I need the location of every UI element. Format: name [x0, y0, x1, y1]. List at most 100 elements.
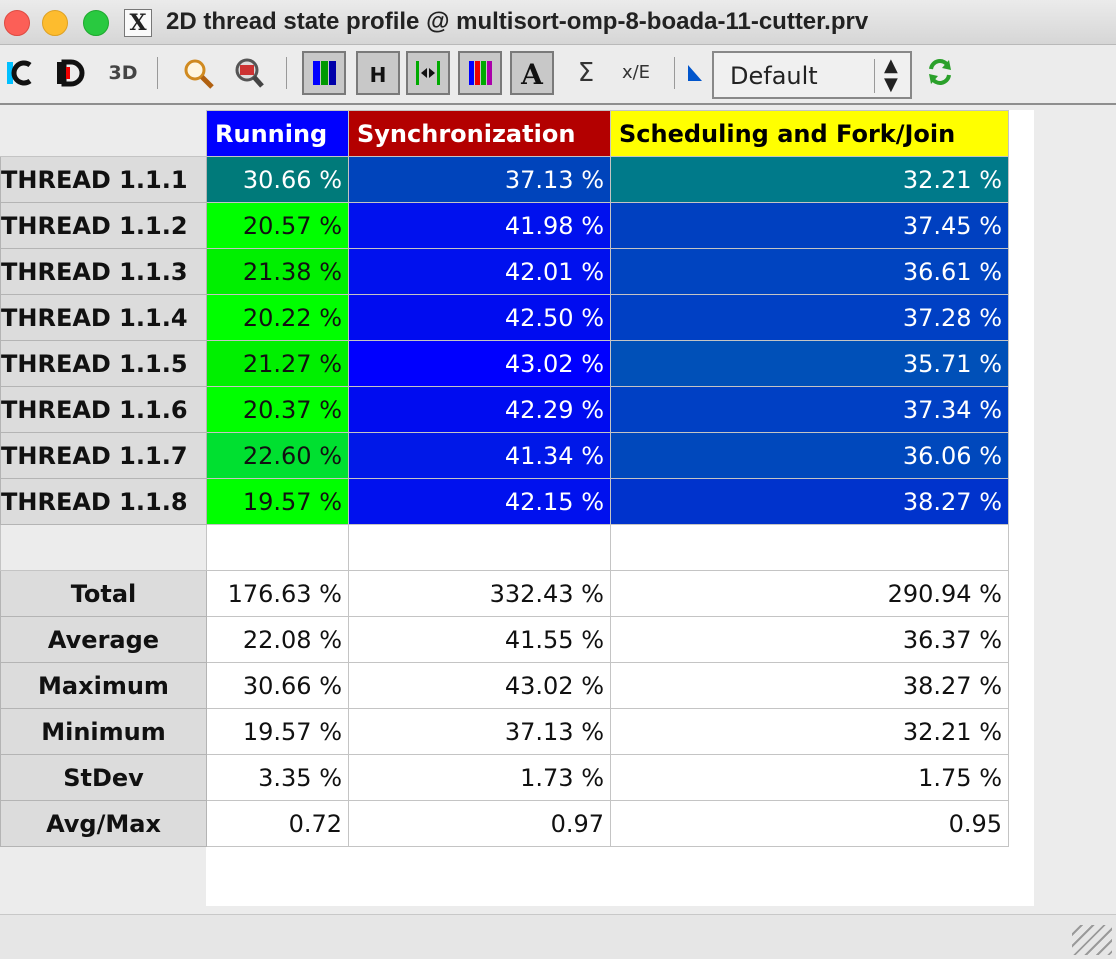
up-down-arrows-icon: ▲ ▼	[884, 55, 898, 95]
table-row[interactable]: THREAD 1.1.1 30.66 % 37.13 % 32.21 %	[0, 156, 1009, 203]
cell-value[interactable]: 21.27 %	[206, 340, 349, 387]
close-button[interactable]	[4, 10, 30, 36]
x11-app-icon: X	[124, 9, 152, 37]
semantic-selector[interactable]: Default ▲ ▼	[712, 51, 912, 99]
table-row[interactable]: THREAD 1.1.4 20.22 % 42.50 % 37.28 %	[0, 294, 1009, 341]
cell-value[interactable]: 41.34 %	[348, 432, 611, 479]
table-row[interactable]: THREAD 1.1.5 21.27 % 43.02 % 35.71 %	[0, 340, 1009, 387]
stat-value: 43.02 %	[348, 662, 611, 709]
open-control-icon[interactable]	[0, 51, 38, 95]
stat-label: Minimum	[0, 708, 207, 755]
cell-value[interactable]: 36.06 %	[610, 432, 1009, 479]
open-3d-icon[interactable]: 3D	[108, 62, 138, 84]
stats-row: Avg/Max 0.72 0.97 0.95	[0, 800, 1009, 847]
minimize-button[interactable]	[42, 10, 68, 36]
column-header-running[interactable]: Running	[206, 110, 349, 157]
sum-icon[interactable]: Σ	[577, 58, 595, 88]
cell-value[interactable]: 20.37 %	[206, 386, 349, 433]
sort-icon[interactable]	[676, 51, 712, 95]
refresh-icon[interactable]	[918, 51, 962, 95]
spacer-cell	[610, 524, 1009, 571]
stat-value: 176.63 %	[206, 570, 349, 617]
stat-value: 37.13 %	[348, 708, 611, 755]
cell-value[interactable]: 35.71 %	[610, 340, 1009, 387]
spacer-row	[0, 524, 1009, 571]
spacer-cell	[206, 524, 349, 571]
stat-value: 0.72	[206, 800, 349, 847]
stats-row: StDev 3.35 % 1.73 % 1.75 %	[0, 754, 1009, 801]
stats-row: Minimum 19.57 % 37.13 % 32.21 %	[0, 708, 1009, 755]
cell-value[interactable]: 30.66 %	[206, 156, 349, 203]
cell-value[interactable]: 37.13 %	[348, 156, 611, 203]
column-header-scheduling[interactable]: Scheduling and Fork/Join	[610, 110, 1009, 157]
stat-label: StDev	[0, 754, 207, 801]
stat-value: 19.57 %	[206, 708, 349, 755]
cell-value[interactable]: 42.15 %	[348, 478, 611, 525]
table-corner	[0, 110, 207, 157]
stat-value: 332.43 %	[348, 570, 611, 617]
stat-value: 32.21 %	[610, 708, 1009, 755]
stat-value: 0.95	[610, 800, 1009, 847]
column-header-synchronization[interactable]: Synchronization	[348, 110, 611, 157]
profile-table: Running Synchronization Scheduling and F…	[0, 110, 1009, 847]
thread-label: THREAD 1.1.4	[0, 294, 207, 341]
stat-value: 22.08 %	[206, 616, 349, 663]
cell-value[interactable]: 38.27 %	[610, 478, 1009, 525]
toolbar-separator	[674, 57, 675, 89]
thread-label: THREAD 1.1.5	[0, 340, 207, 387]
cell-value[interactable]: 37.34 %	[610, 386, 1009, 433]
label-icon[interactable]: A	[510, 51, 554, 95]
cell-value[interactable]: 37.28 %	[610, 294, 1009, 341]
fraction-icon[interactable]: x/E	[621, 62, 651, 83]
cell-value[interactable]: 42.01 %	[348, 248, 611, 295]
status-area	[0, 914, 1116, 959]
spacer-label	[0, 524, 207, 571]
cell-value[interactable]: 42.50 %	[348, 294, 611, 341]
maximize-button[interactable]	[83, 10, 109, 36]
stat-label: Average	[0, 616, 207, 663]
thread-label: THREAD 1.1.6	[0, 386, 207, 433]
cell-value[interactable]: 42.29 %	[348, 386, 611, 433]
toolbar: 3D H A Σ x/E Default ▲ ▼	[0, 45, 1116, 105]
cell-value[interactable]: 43.02 %	[348, 340, 611, 387]
stat-value: 1.75 %	[610, 754, 1009, 801]
stat-value: 290.94 %	[610, 570, 1009, 617]
cell-value[interactable]: 21.38 %	[206, 248, 349, 295]
stats-row: Total 176.63 % 332.43 % 290.94 %	[0, 570, 1009, 617]
thread-label: THREAD 1.1.3	[0, 248, 207, 295]
cell-value[interactable]: 20.22 %	[206, 294, 349, 341]
table-row[interactable]: THREAD 1.1.6 20.37 % 42.29 % 37.34 %	[0, 386, 1009, 433]
stat-value: 3.35 %	[206, 754, 349, 801]
thread-label: THREAD 1.1.7	[0, 432, 207, 479]
hide-empty-icon[interactable]	[406, 51, 450, 95]
spacer-cell	[348, 524, 611, 571]
table-row[interactable]: THREAD 1.1.2 20.57 % 41.98 % 37.45 %	[0, 202, 1009, 249]
semantic-selector-value: Default	[730, 62, 818, 90]
table-row[interactable]: THREAD 1.1.8 19.57 % 42.15 % 38.27 %	[0, 478, 1009, 525]
open-data-icon[interactable]	[48, 51, 92, 95]
toolbar-separator	[157, 57, 158, 89]
color-mode-icon[interactable]	[302, 51, 346, 95]
cell-value[interactable]: 20.57 %	[206, 202, 349, 249]
cell-value[interactable]: 19.57 %	[206, 478, 349, 525]
window-title: 2D thread state profile @ multisort-omp-…	[166, 8, 869, 35]
stat-value: 38.27 %	[610, 662, 1009, 709]
resize-grip-icon[interactable]	[1072, 925, 1112, 955]
table-row[interactable]: THREAD 1.1.3 21.38 % 42.01 % 36.61 %	[0, 248, 1009, 295]
cell-value[interactable]: 37.45 %	[610, 202, 1009, 249]
gradient-icon[interactable]	[458, 51, 502, 95]
stat-value: 30.66 %	[206, 662, 349, 709]
cell-value[interactable]: 32.21 %	[610, 156, 1009, 203]
cell-value[interactable]: 36.61 %	[610, 248, 1009, 295]
cell-value[interactable]: 41.98 %	[348, 202, 611, 249]
horizontal-icon[interactable]: H	[356, 51, 400, 95]
thread-label: THREAD 1.1.1	[0, 156, 207, 203]
zoom-icon[interactable]	[176, 51, 220, 95]
stats-row: Average 22.08 % 41.55 % 36.37 %	[0, 616, 1009, 663]
stat-value: 1.73 %	[348, 754, 611, 801]
combo-divider	[874, 59, 875, 93]
table-row[interactable]: THREAD 1.1.7 22.60 % 41.34 % 36.06 %	[0, 432, 1009, 479]
cell-value[interactable]: 22.60 %	[206, 432, 349, 479]
zoom-fit-icon[interactable]	[226, 51, 270, 95]
stat-label: Total	[0, 570, 207, 617]
